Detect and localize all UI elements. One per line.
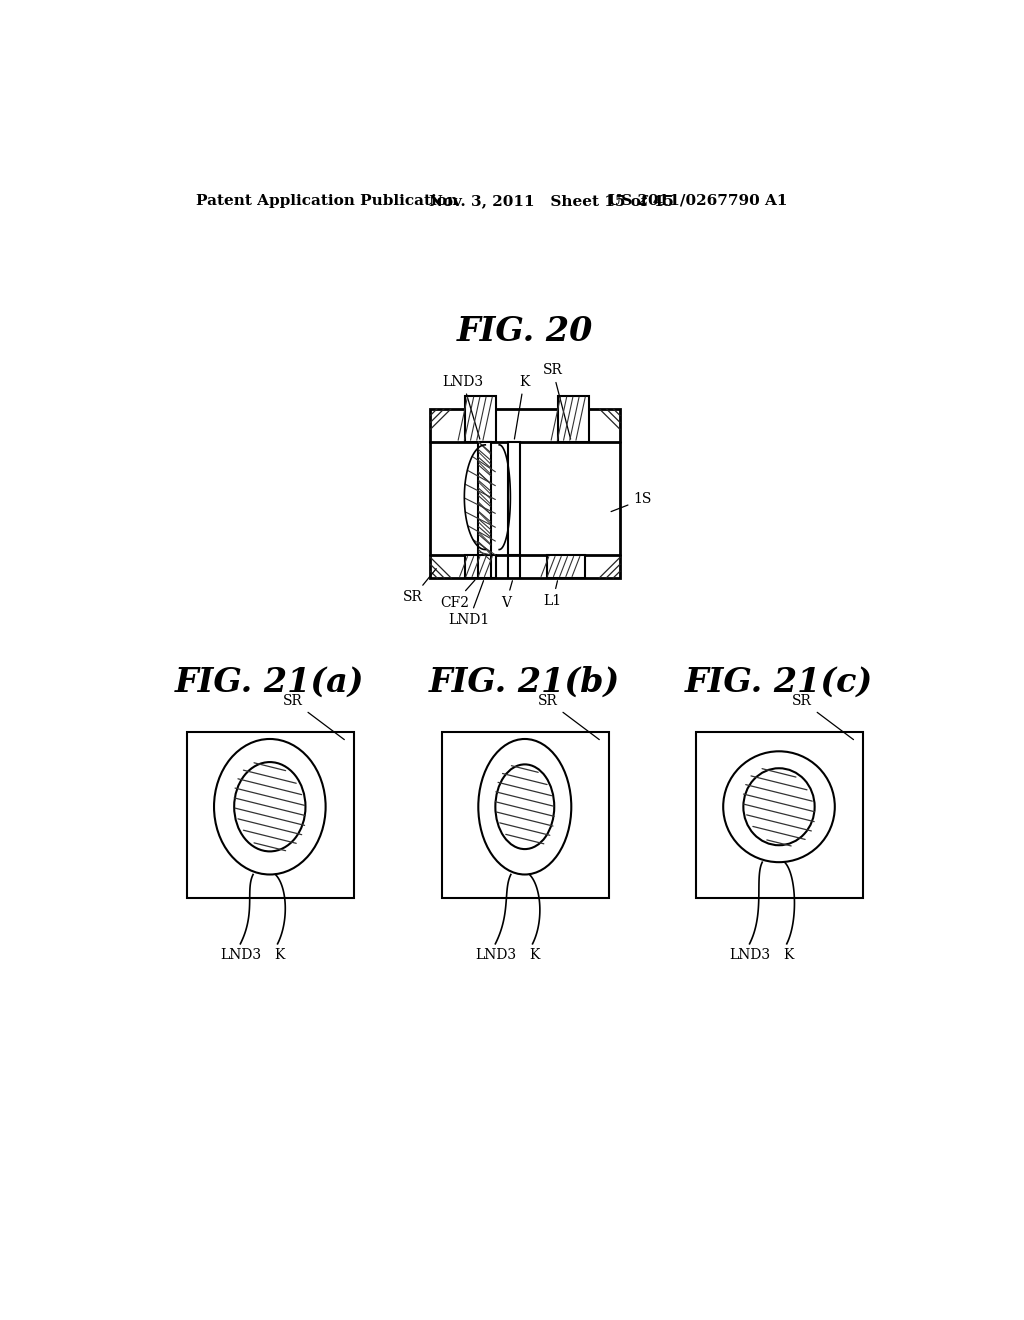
Ellipse shape xyxy=(234,762,305,851)
Bar xyxy=(465,396,496,442)
Text: K: K xyxy=(529,948,540,962)
Text: FIG. 21(c): FIG. 21(c) xyxy=(685,665,873,698)
Text: SR: SR xyxy=(403,569,436,605)
Text: FIG. 21(b): FIG. 21(b) xyxy=(429,665,621,698)
Text: CF2: CF2 xyxy=(440,579,475,610)
Ellipse shape xyxy=(214,739,326,874)
Text: US 2011/0267790 A1: US 2011/0267790 A1 xyxy=(608,194,788,207)
Text: LND3: LND3 xyxy=(442,375,483,440)
Text: K: K xyxy=(514,375,529,440)
Text: L1: L1 xyxy=(544,581,562,609)
Text: K: K xyxy=(274,948,285,962)
Text: 1S: 1S xyxy=(611,492,651,512)
Bar xyxy=(508,442,520,554)
Text: K: K xyxy=(783,948,794,962)
Text: FIG. 20: FIG. 20 xyxy=(457,315,593,348)
Text: LND3: LND3 xyxy=(220,948,261,962)
Text: Patent Application Publication: Patent Application Publication xyxy=(197,194,458,207)
Text: Nov. 3, 2011   Sheet 15 of 45: Nov. 3, 2011 Sheet 15 of 45 xyxy=(429,194,674,207)
Ellipse shape xyxy=(723,751,835,862)
Ellipse shape xyxy=(478,739,571,874)
Bar xyxy=(430,409,621,578)
Bar xyxy=(547,554,586,578)
Ellipse shape xyxy=(496,764,554,849)
Bar xyxy=(465,554,496,578)
Text: V: V xyxy=(501,581,512,610)
Bar xyxy=(187,733,353,898)
Bar xyxy=(442,733,608,898)
Text: SR: SR xyxy=(793,694,854,739)
Bar xyxy=(558,396,589,442)
Text: SR: SR xyxy=(284,694,344,739)
Ellipse shape xyxy=(743,768,815,845)
Text: LND3: LND3 xyxy=(729,948,770,962)
Text: FIG. 21(a): FIG. 21(a) xyxy=(175,665,365,698)
Bar xyxy=(696,733,862,898)
Bar xyxy=(478,442,490,554)
Text: SR: SR xyxy=(539,694,599,739)
Text: LND3: LND3 xyxy=(475,948,516,962)
Text: SR: SR xyxy=(543,363,570,440)
Text: LND1: LND1 xyxy=(449,581,489,627)
